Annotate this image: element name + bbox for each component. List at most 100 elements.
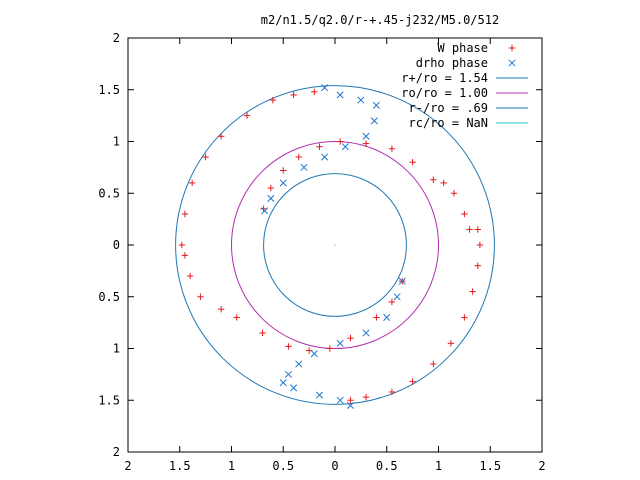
y-tick-label-6: 1 — [113, 342, 120, 356]
x-tick-label-3: 0.5 — [272, 459, 294, 473]
chart-title: m2/n1.5/q2.0/r-+.45-j232/M5.0/512 — [261, 13, 499, 27]
point-0-42 — [326, 345, 334, 352]
point-0-35 — [186, 272, 194, 280]
point-0-6 — [362, 140, 370, 147]
point-0-36 — [197, 293, 204, 300]
legend-label-2: r+/ro = 1.54 — [401, 71, 488, 85]
point-0-3 — [295, 153, 302, 161]
y-tick-label-8: 2 — [113, 445, 120, 459]
point-1-17 — [310, 350, 318, 358]
point-0-16 — [474, 262, 482, 269]
radius-circles — [175, 85, 495, 405]
point-0-11 — [450, 190, 458, 197]
point-1-1 — [336, 91, 344, 99]
point-0-20 — [430, 360, 437, 368]
point-0-40 — [285, 343, 292, 350]
point-0-31 — [188, 179, 196, 187]
point-0-21 — [409, 378, 416, 385]
y-tick-label-2: 1 — [113, 135, 120, 149]
point-1-16 — [336, 339, 344, 347]
point-1-11 — [261, 207, 269, 215]
x-tick-label-5: 0.5 — [376, 459, 398, 473]
point-0-39 — [259, 329, 266, 337]
point-1-6 — [341, 143, 349, 151]
point-0-9 — [430, 176, 437, 183]
point-1-10 — [267, 194, 275, 202]
point-0-45 — [388, 298, 396, 306]
legend-label-5: rc/ro = NaN — [409, 116, 488, 130]
y-tick-label-1: 1.5 — [98, 83, 120, 97]
x-tick-label-8: 2 — [538, 459, 545, 473]
circle-2 — [263, 173, 407, 317]
x-tick-label-4: 0 — [331, 459, 338, 473]
point-1-14 — [383, 313, 391, 322]
point-0-19 — [447, 340, 455, 347]
point-0-15 — [476, 241, 484, 249]
x-tick-label-7: 1.5 — [479, 459, 501, 473]
point-0-1 — [267, 184, 275, 192]
point-1-23 — [336, 396, 344, 404]
x-tick-label-6: 1 — [435, 459, 442, 473]
point-0-33 — [178, 241, 186, 249]
point-1-5 — [362, 132, 370, 140]
point-0-34 — [181, 252, 189, 259]
point-0-14 — [474, 226, 482, 233]
y-tick-label-7: 1.5 — [98, 393, 120, 407]
point-1-24 — [346, 401, 355, 409]
point-1-4 — [370, 117, 378, 125]
point-0-8 — [409, 159, 416, 166]
point-1-13 — [393, 293, 401, 301]
point-1-22 — [315, 391, 324, 399]
point-0-12 — [461, 210, 468, 218]
point-0-18 — [461, 314, 468, 321]
point-0-38 — [233, 314, 240, 321]
point-0-22 — [388, 388, 396, 396]
point-1-3 — [372, 101, 380, 109]
point-0-0 — [260, 205, 267, 212]
point-1-15 — [362, 329, 370, 337]
point-1-21 — [290, 384, 298, 392]
point-0-10 — [440, 179, 447, 187]
point-0-26 — [290, 91, 297, 99]
point-0-44 — [373, 314, 380, 321]
point-0-28 — [243, 112, 251, 119]
point-1-18 — [295, 360, 303, 368]
legend-label-3: ro/ro = 1.00 — [401, 86, 488, 100]
axis-ticks: 2 1.5 1 0.5 0 0.5 1 1.5 221.510.500.511.52 — [98, 31, 545, 473]
point-0-43 — [347, 334, 354, 342]
x-tick-label-0: 2 — [124, 459, 131, 473]
point-1-20 — [279, 379, 287, 387]
point-0-23 — [362, 393, 370, 401]
x-tick-label-2: 1 — [228, 459, 235, 473]
point-0-7 — [388, 145, 396, 152]
y-tick-label-0: 2 — [113, 31, 120, 45]
legend-label-1: drho phase — [416, 56, 488, 70]
y-tick-label-4: 0 — [113, 238, 120, 252]
point-0-32 — [181, 210, 189, 218]
y-tick-label-5: 0.5 — [98, 290, 120, 304]
x-tick-label-1: 1.5 — [169, 459, 191, 473]
point-1-2 — [357, 96, 365, 104]
point-1-19 — [284, 370, 292, 378]
y-tick-label-3: 0.5 — [98, 186, 120, 200]
point-0-37 — [217, 305, 225, 313]
point-0-5 — [336, 138, 344, 145]
center-dot — [334, 244, 336, 246]
point-0-30 — [202, 153, 209, 161]
circle-1 — [231, 141, 439, 349]
series-1 — [261, 84, 406, 409]
point-0-17 — [469, 288, 476, 295]
point-0-24 — [347, 397, 354, 404]
legend-marker-0 — [508, 44, 516, 52]
point-0-2 — [280, 167, 287, 174]
circle-0 — [175, 85, 495, 405]
point-1-7 — [321, 153, 329, 161]
point-1-0 — [321, 84, 329, 92]
legend-label-0: W phase — [437, 41, 488, 55]
data-series — [178, 84, 484, 409]
point-1-8 — [300, 163, 308, 171]
point-0-29 — [217, 133, 225, 140]
point-1-12 — [398, 277, 406, 285]
